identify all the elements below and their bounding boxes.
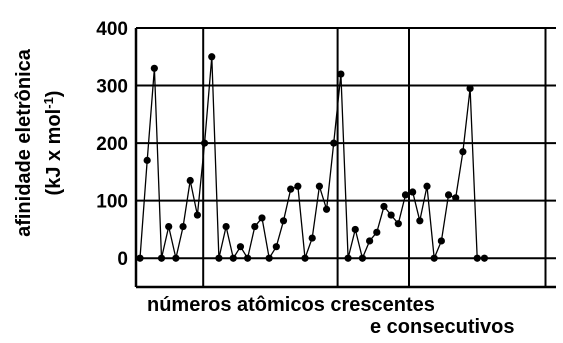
data-point bbox=[136, 254, 144, 262]
y-tick-label: 0 bbox=[117, 249, 128, 270]
data-point bbox=[459, 148, 467, 156]
data-point bbox=[179, 222, 187, 231]
data-point bbox=[423, 182, 431, 190]
data-point bbox=[279, 217, 288, 225]
data-point bbox=[366, 237, 374, 245]
data-point bbox=[466, 84, 474, 93]
data-point bbox=[416, 217, 424, 225]
data-point bbox=[401, 191, 410, 199]
data-point bbox=[222, 222, 230, 231]
data-point bbox=[150, 64, 158, 72]
data-point bbox=[229, 254, 237, 262]
data-point bbox=[373, 228, 381, 236]
data-points bbox=[136, 53, 489, 262]
y-axis-label-line1: afinidade eletrônica bbox=[13, 48, 35, 237]
y-tick-label: 400 bbox=[96, 19, 128, 40]
y-tick-label: 300 bbox=[96, 77, 128, 98]
x-axis-label-line2: e consecutivos bbox=[370, 316, 515, 338]
data-point bbox=[308, 234, 316, 242]
data-point bbox=[437, 237, 445, 245]
data-point bbox=[337, 70, 345, 78]
data-point bbox=[430, 254, 438, 262]
data-point bbox=[358, 254, 367, 262]
data-point bbox=[452, 194, 460, 202]
data-point bbox=[351, 225, 359, 234]
data-point bbox=[294, 182, 302, 190]
y-tick-label: 100 bbox=[96, 192, 128, 213]
data-point bbox=[165, 222, 173, 231]
data-point bbox=[186, 176, 194, 185]
data-point bbox=[394, 220, 402, 228]
y-tick-label: 200 bbox=[96, 134, 128, 155]
data-point bbox=[172, 254, 180, 262]
data-point bbox=[200, 139, 209, 147]
data-point bbox=[251, 222, 259, 231]
data-point bbox=[157, 254, 166, 262]
data-point bbox=[143, 156, 151, 164]
axes bbox=[134, 28, 556, 289]
data-point bbox=[265, 254, 273, 262]
data-point bbox=[387, 211, 395, 219]
x-axis-label-line1: números atômicos crescentes bbox=[147, 294, 435, 316]
data-point bbox=[344, 254, 352, 262]
data-point bbox=[444, 191, 453, 199]
data-point bbox=[322, 205, 331, 213]
data-point bbox=[258, 214, 266, 222]
series-polyline bbox=[139, 56, 485, 261]
data-point bbox=[473, 254, 481, 262]
data-point bbox=[272, 243, 280, 251]
series-line bbox=[139, 56, 485, 261]
data-point bbox=[236, 243, 245, 251]
data-point bbox=[480, 254, 489, 262]
data-point bbox=[380, 202, 388, 211]
data-point bbox=[244, 254, 252, 262]
data-point bbox=[409, 188, 417, 196]
y-tick-labels: 0 100 200 300 400 bbox=[96, 19, 128, 270]
y-axis-label-line2: (kJ x mol-1) bbox=[41, 91, 66, 196]
data-point bbox=[193, 211, 202, 219]
data-point bbox=[301, 254, 309, 262]
data-point bbox=[215, 254, 223, 262]
data-point bbox=[315, 182, 323, 190]
data-point bbox=[330, 139, 338, 147]
grid bbox=[136, 27, 556, 287]
data-point bbox=[287, 185, 295, 193]
data-point bbox=[208, 53, 216, 61]
